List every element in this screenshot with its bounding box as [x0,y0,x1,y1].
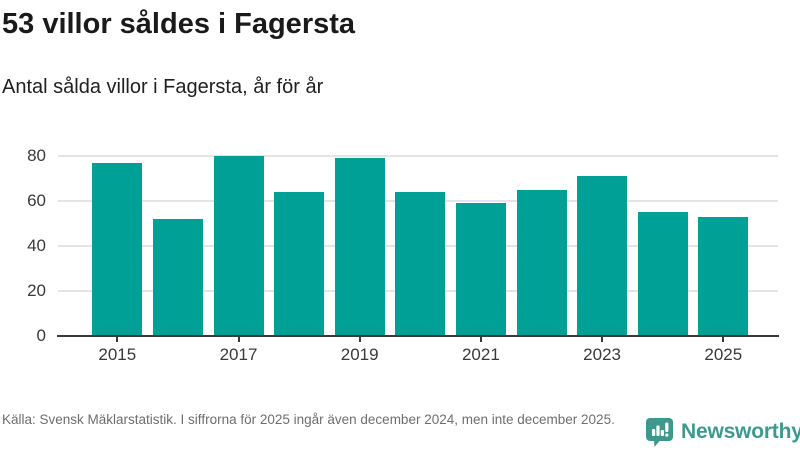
chart-subtitle: Antal sålda villor i Fagersta, år för år [2,76,324,98]
source-note: Källa: Svensk Mäklarstatistik. I siffror… [2,412,615,427]
y-axis-label-80: 80 [27,146,46,165]
bar-2020 [395,192,446,336]
x-axis-tick-2017 [237,337,240,342]
x-axis-tick-2019 [358,337,361,342]
x-axis-label-2015: 2015 [98,345,137,364]
x-axis-label-2025: 2025 [704,345,743,364]
y-axis-label-60: 60 [27,191,46,210]
bar-2018 [274,192,325,336]
y-axis-label-0: 0 [36,326,46,345]
bar-2024 [637,212,688,336]
newsworthy-logo: Newsworthy [645,417,800,447]
bar-2022 [516,189,567,336]
newsworthy-speech-bubble-bars-icon [646,418,673,447]
x-axis-tick-2021 [479,337,482,342]
chart-title: 53 villor såldes i Fagersta [2,8,356,40]
x-axis-label-2021: 2021 [461,345,500,364]
x-axis-tick-2023 [601,337,604,342]
bar-2025 [698,216,749,336]
newsworthy-wordmark: Newsworthy [681,420,800,443]
bar-2023 [577,176,628,336]
gridline-80 [58,155,778,157]
x-axis-tick-2025 [722,337,725,342]
y-axis-label-40: 40 [27,236,46,255]
bar-2015 [92,162,143,336]
x-axis-tick-2015 [116,337,119,342]
bar-2016 [152,219,203,336]
bar-2019 [334,158,385,336]
bar-2021 [455,203,506,336]
x-axis-label-2023: 2023 [583,345,621,364]
x-axis-label-2017: 2017 [219,345,258,364]
y-axis-label-20: 20 [27,281,46,300]
x-axis-label-2019: 2019 [340,345,379,364]
x-axis-line [57,335,779,337]
bar-2017 [213,156,264,336]
